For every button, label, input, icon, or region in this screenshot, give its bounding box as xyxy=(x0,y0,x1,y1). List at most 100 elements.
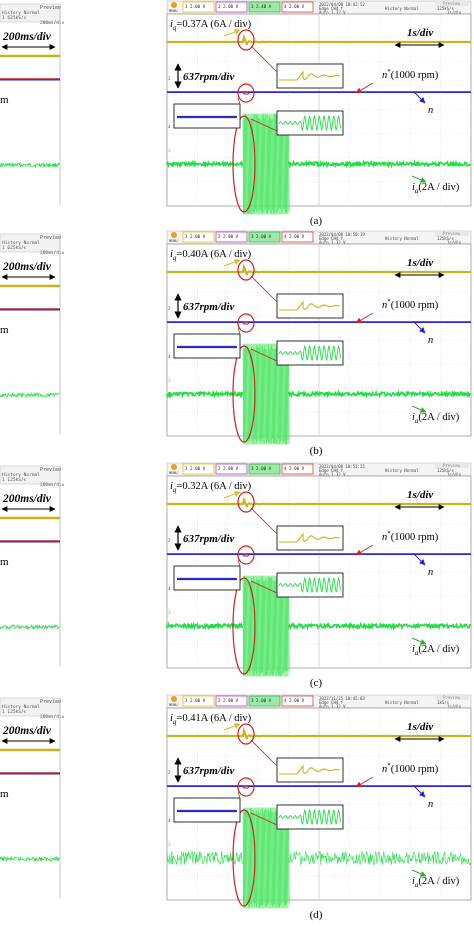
ia-value: (2A / div) xyxy=(418,876,459,887)
channel-label-4: 4 2.00 V xyxy=(284,234,305,239)
left-ia-trace xyxy=(0,855,60,863)
ia-zoom-trace xyxy=(278,576,341,594)
ia-symbol: i xyxy=(412,876,415,887)
nref-star: * xyxy=(387,68,391,76)
panel-label: (b) xyxy=(310,445,323,457)
scope-header: MENU 1 2.00 V 2 2.00 V 3 2.40 A 4 2.00 V 2022… xyxy=(166,0,472,15)
left-rate-label: 1 125kS/s xyxy=(2,709,27,715)
speed-scale-label: 637rpm/div xyxy=(183,71,234,83)
iq-subscript: q xyxy=(173,24,177,32)
nref-arrow xyxy=(355,776,374,788)
scope-auto: Auto 3.32 V xyxy=(319,240,346,245)
iq-subscript: q xyxy=(173,718,177,726)
ia-zoom-connector xyxy=(250,348,278,362)
iq-arrow xyxy=(223,29,241,37)
nref-symbol: n xyxy=(382,764,387,775)
speed-ellipse xyxy=(237,545,255,565)
scope-auto: Auto 3.32 V xyxy=(319,472,346,477)
left-history-label: History Normal xyxy=(2,472,40,478)
ia-trace-post xyxy=(288,850,471,866)
iq-subscript: q xyxy=(173,254,177,262)
left-history-label: History Normal xyxy=(2,240,40,246)
channel-label-3: 3 2.00 A xyxy=(251,234,272,239)
channel-box-2 xyxy=(215,695,248,707)
speed-ellipse xyxy=(237,83,255,103)
left-timebase-label: 200ms/div xyxy=(40,250,65,256)
iq-arrow xyxy=(223,491,241,499)
scope-rate: 125kS/s xyxy=(437,236,454,241)
iq-zoom-inset xyxy=(276,63,344,89)
iq-zoom-connector xyxy=(250,275,278,303)
ia-zoom-trace xyxy=(278,114,341,132)
ia-symbol: i xyxy=(412,182,415,193)
scope-timebase: 1s/div xyxy=(447,704,462,709)
speed-scale-label: 637rpm/div xyxy=(183,533,234,545)
scope-timebase: 1s/div xyxy=(447,240,462,245)
nref-arrow xyxy=(355,544,374,556)
left-ia-trace xyxy=(0,161,60,169)
ia-arrow xyxy=(411,637,427,645)
menu-icon xyxy=(171,2,177,8)
speed-zoom-connector xyxy=(237,791,241,799)
left-time-scale: 200ms/div xyxy=(2,493,52,505)
nref-symbol: n xyxy=(382,70,387,81)
left-preview-label: Preview xyxy=(40,699,62,705)
ia-label: ia(2A / div) xyxy=(412,412,460,425)
preview-bg xyxy=(435,695,469,700)
channel-box-3 xyxy=(248,1,281,13)
iq-symbol: i xyxy=(170,19,173,30)
iq-step-ellipse xyxy=(237,29,255,51)
nref-value: (1000 rpm) xyxy=(391,300,439,311)
channel-label-3: 3 2.00 A xyxy=(251,466,272,471)
iq-zoom-trace xyxy=(279,764,341,775)
ia-zoom-connector xyxy=(250,812,278,826)
scope-preview: Preview xyxy=(443,231,460,236)
channel-label-3: 3 2.00 A xyxy=(251,698,272,703)
menu-label: MENU xyxy=(169,9,177,13)
channel-label-1: 1 2.00 V xyxy=(185,234,206,239)
iq-step-ellipse xyxy=(237,259,255,281)
scope-auto: Auto 3.32 V xyxy=(319,704,346,709)
iq-symbol: i xyxy=(170,481,173,492)
ia-burst-lines xyxy=(242,113,290,215)
ia-ellipse xyxy=(232,115,256,213)
menu-icon xyxy=(171,464,177,470)
left-ia-trace xyxy=(0,624,60,631)
channel-label-2: 2 2.00 V xyxy=(218,234,239,239)
iq-step-ellipse xyxy=(237,491,255,513)
iq-symbol: i xyxy=(170,249,173,260)
nref-label: n*(1000 rpm) xyxy=(382,298,439,311)
n-trace xyxy=(167,322,471,325)
left-speed-fragment: m xyxy=(0,94,9,106)
iq-value: =0.37A (6A / div) xyxy=(176,19,251,30)
n-label: n xyxy=(428,335,433,346)
channel-box-2 xyxy=(215,231,248,243)
iq-arrow xyxy=(223,723,241,731)
nref-label: n*(1000 rpm) xyxy=(382,68,439,81)
left-history-label: History Normal xyxy=(2,10,40,16)
channel-label-3: 3 2.40 A xyxy=(251,4,272,9)
nref-symbol: n xyxy=(382,300,387,311)
iq-arrow xyxy=(223,259,241,267)
ch3-marker: 3 xyxy=(168,611,171,616)
left-speed-fragment: m xyxy=(0,324,9,336)
channel-box-1 xyxy=(182,231,215,243)
channel-label-2: 2 2.00 V xyxy=(218,4,239,9)
left-rate-label: 1 125kS/s xyxy=(2,477,27,483)
channel-box-3 xyxy=(248,695,281,707)
menu-label: MENU xyxy=(169,703,177,707)
left-timebase-label: 200ms/div xyxy=(40,20,65,26)
ia-trace-post xyxy=(287,621,471,631)
ia-zoom-inset xyxy=(276,340,344,366)
channel-box-1 xyxy=(182,695,215,707)
ch2-marker: 2 xyxy=(168,539,171,544)
left-time-scale: 200ms/div xyxy=(2,725,52,737)
channel-box-3 xyxy=(248,231,281,243)
n-trace xyxy=(167,786,471,789)
speed-scale-label: 637rpm/div xyxy=(183,765,234,777)
ia-zoom-trace xyxy=(278,808,341,826)
ia-ellipse xyxy=(232,809,256,907)
iq-value: =0.32A (6A / div) xyxy=(176,481,251,492)
